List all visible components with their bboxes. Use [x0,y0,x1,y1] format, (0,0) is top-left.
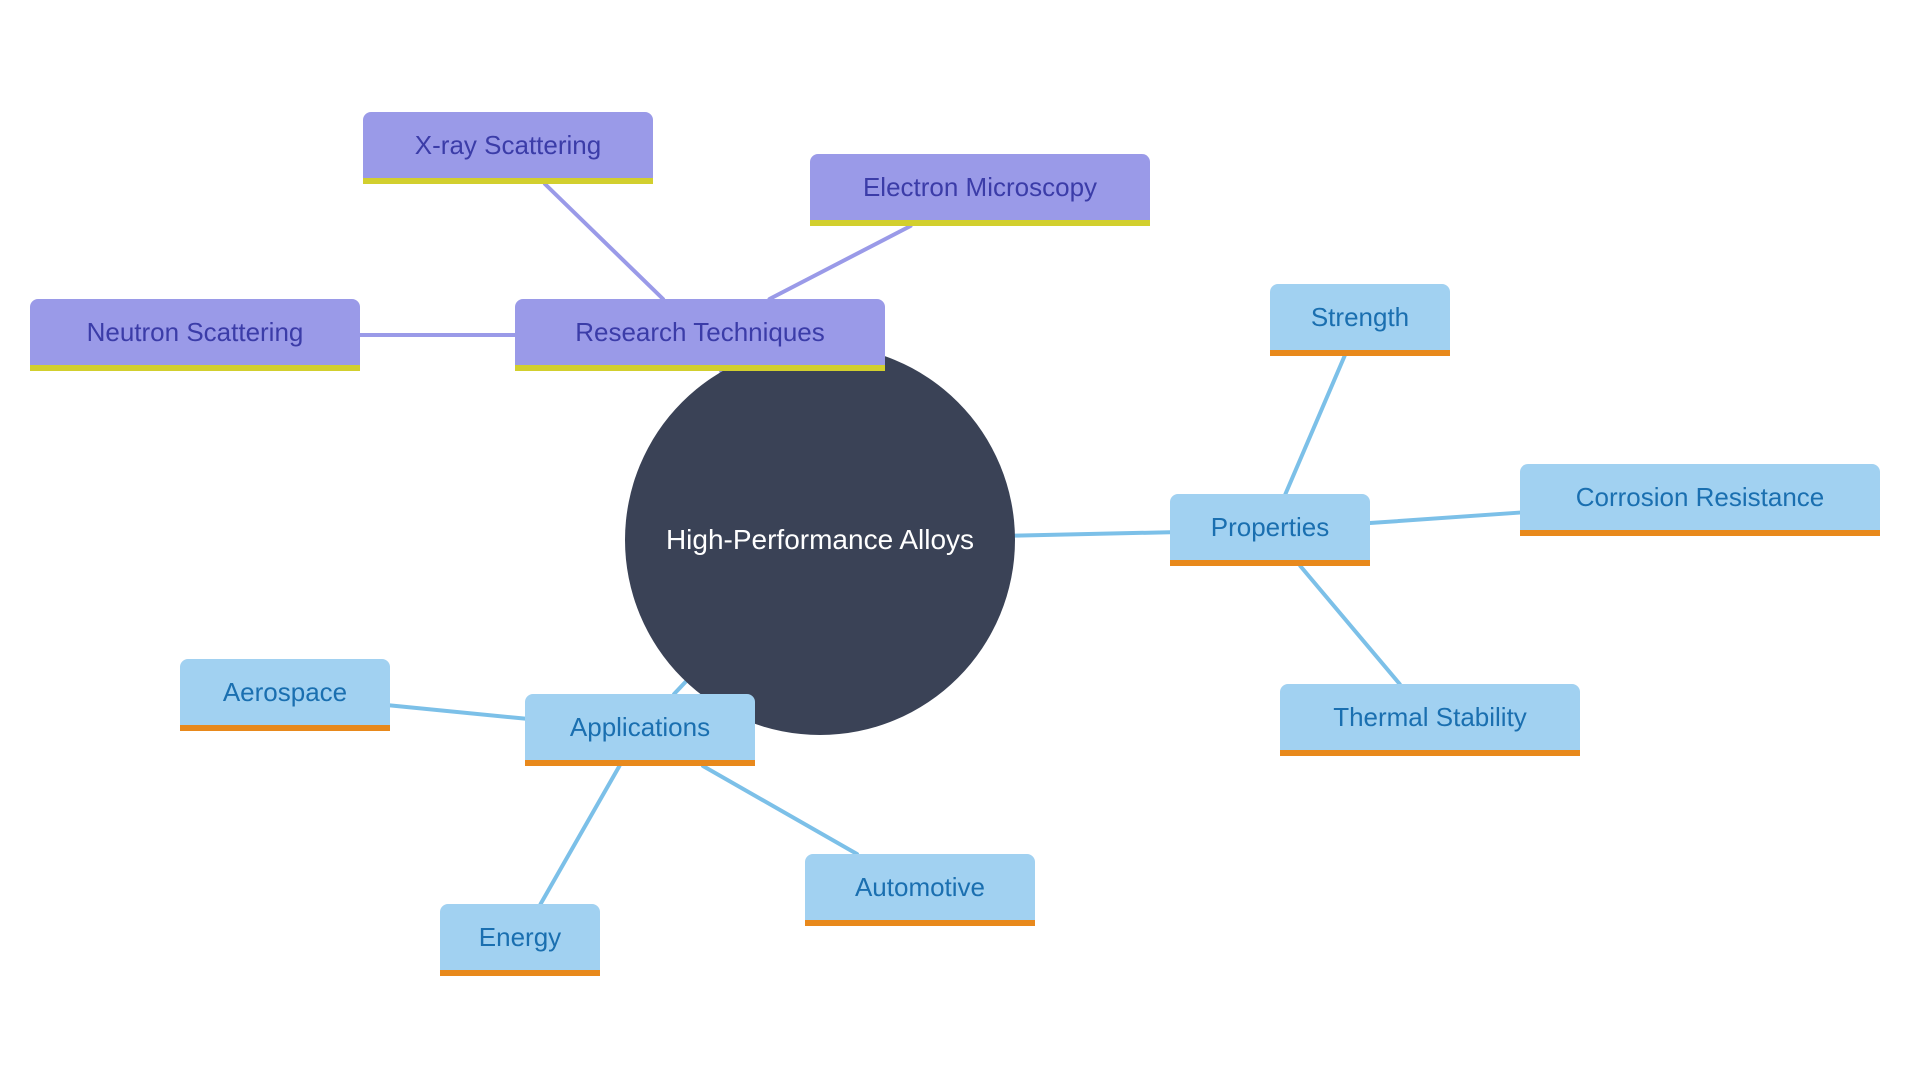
node-label: Applications [570,712,710,743]
node-research: Research Techniques [515,299,885,371]
node-energy: Energy [440,904,600,976]
edge-center-properties [1015,532,1170,535]
node-label: Electron Microscopy [863,172,1097,203]
node-strength: Strength [1270,284,1450,356]
edge-center-applications [674,682,686,694]
edge-properties-thermal [1300,566,1399,684]
edge-applications-energy [541,766,620,904]
node-label: Neutron Scattering [87,317,304,348]
center-label: High-Performance Alloys [666,524,974,556]
node-label: Properties [1211,512,1330,543]
edge-research-xray [545,184,663,299]
edge-applications-aerospace [390,705,525,718]
edge-applications-automotive [703,766,857,854]
node-xray: X-ray Scattering [363,112,653,184]
mindmap-canvas: High-Performance Alloys Research Techniqu… [0,0,1920,1080]
edge-research-electron [770,226,911,299]
node-label: Automotive [855,872,985,903]
node-label: Strength [1311,302,1409,333]
node-applications: Applications [525,694,755,766]
node-properties: Properties [1170,494,1370,566]
node-label: X-ray Scattering [415,130,601,161]
center-node: High-Performance Alloys [625,345,1015,735]
node-label: Research Techniques [575,317,825,348]
node-aerospace: Aerospace [180,659,390,731]
edge-properties-corrosion [1370,513,1520,523]
edge-properties-strength [1285,356,1344,494]
node-label: Corrosion Resistance [1576,482,1825,513]
node-automotive: Automotive [805,854,1035,926]
node-corrosion: Corrosion Resistance [1520,464,1880,536]
node-electron: Electron Microscopy [810,154,1150,226]
node-label: Aerospace [223,677,347,708]
node-label: Energy [479,922,561,953]
node-label: Thermal Stability [1333,702,1527,733]
node-neutron: Neutron Scattering [30,299,360,371]
node-thermal: Thermal Stability [1280,684,1580,756]
